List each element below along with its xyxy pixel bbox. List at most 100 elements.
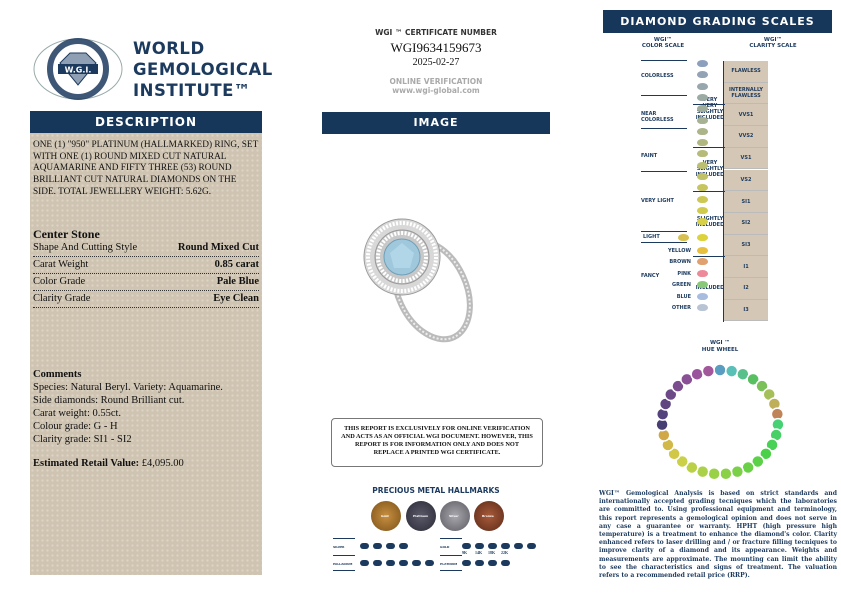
divider	[440, 555, 462, 556]
comments-title: Comments	[33, 369, 82, 381]
row-value: 0.85 carat	[214, 259, 259, 271]
color-scale-title: WGI™ COLOR SCALE	[641, 37, 685, 49]
color-grade-gem	[697, 116, 708, 124]
row-label: Color Grade	[33, 276, 86, 288]
color-grade-gem	[697, 218, 708, 226]
clarity-grade-cell: VS1	[724, 147, 768, 170]
silver-hallmark	[373, 543, 382, 549]
divider	[693, 256, 725, 257]
divider	[641, 242, 687, 243]
color-grade-gem	[697, 173, 708, 180]
row-value: Eye Clean	[213, 293, 259, 305]
color-group: VERY LIGHT	[641, 198, 674, 204]
comment-line: Colour grade: G - H	[33, 421, 118, 433]
silver-coin: Silver	[440, 501, 470, 531]
comment-line: Species: Natural Beryl. Variety: Aquamar…	[33, 382, 223, 394]
hue-dot	[730, 464, 745, 479]
clarity-grade-cell: VVS2	[724, 126, 768, 148]
ring-image	[363, 218, 473, 343]
gold-karat: 22K	[501, 550, 509, 555]
clarity-grade-cell: SI3	[724, 234, 768, 257]
wgi-logo: W.G.I. WORLD GEMOLOGICAL INSTITUTE™	[30, 33, 272, 103]
hue-dot	[755, 379, 769, 393]
gold-karat: 14K	[475, 550, 483, 555]
hue-wheel-title: WGI ™ HUE WHEEL	[701, 340, 739, 353]
palladium-hallmark	[412, 560, 421, 566]
divider	[693, 104, 725, 105]
fancy-color-gem	[697, 247, 708, 254]
fancy-color-label: YELLOW	[668, 248, 691, 254]
erv-value: £4,095.00	[141, 458, 184, 470]
verification-url[interactable]: www.wgi-global.com	[392, 86, 480, 95]
clarity-scale-title: WGI™ CLARITY SCALE	[749, 37, 797, 49]
clarity-grade-cell: I1	[724, 256, 768, 278]
clarity-grade-cell: VVS1	[724, 104, 768, 127]
notice-box: THIS REPORT IS EXCLUSIVELY FOR ONLINE VE…	[331, 418, 543, 467]
logo-line: GEMOLOGICAL	[133, 60, 273, 79]
row-label: Clarity Grade	[33, 293, 91, 305]
palladium-label: PALLADIUM	[333, 562, 353, 566]
color-group: FANCY	[641, 273, 660, 279]
clarity-grade-cell: I2	[724, 278, 768, 300]
color-grade-gem	[697, 105, 708, 113]
hue-dot	[759, 447, 773, 461]
divider	[641, 128, 687, 129]
color-grade-gem	[697, 71, 708, 79]
platinum-label: PLATINUM	[440, 562, 458, 566]
erv-label: Estimated Retail Value:	[33, 458, 140, 470]
silver-hallmark	[386, 543, 395, 549]
gold-hallmark	[514, 543, 523, 549]
image-header: IMAGE	[322, 112, 550, 134]
gold-coin: Gold	[371, 501, 401, 531]
palladium-hallmark	[386, 560, 395, 566]
color-group: LIGHT	[643, 234, 660, 240]
detail-row: Shape And Cutting Style Round Mixed Cut	[33, 240, 259, 258]
color-grade-gem	[697, 161, 708, 169]
description-text: ONE (1) "950" PLATINUM (HALLMARKED) RING…	[33, 140, 259, 197]
divider	[333, 555, 355, 556]
clarity-grade-cell: SI2	[724, 212, 768, 235]
hue-dot	[664, 387, 678, 402]
hue-dot	[719, 466, 733, 480]
hue-dot	[713, 363, 727, 377]
divider	[693, 147, 725, 148]
gold-hallmark	[501, 543, 510, 549]
color-grade-gem	[697, 127, 708, 135]
color-grade-gem	[678, 234, 689, 241]
divider	[641, 171, 687, 172]
description-header: DESCRIPTION	[30, 111, 262, 133]
fancy-color-label: OTHER	[671, 305, 691, 311]
grading-scales: WGI™ COLOR SCALE WGI™ CLARITY SCALE COLORL…	[603, 33, 832, 323]
color-grade-gem	[697, 184, 708, 192]
grading-scales-header: DIAMOND GRADING SCALES	[603, 10, 832, 33]
hue-wheel	[655, 363, 785, 480]
fancy-color-label: BROWN	[669, 259, 691, 266]
color-grade-gem	[697, 139, 708, 147]
gold-hallmark	[462, 543, 471, 549]
divider	[641, 95, 687, 96]
gold-label: GOLD	[440, 545, 450, 549]
estimated-retail-value: Estimated Retail Value: £4,095.00	[33, 458, 259, 470]
color-group: NEAR COLORLESS	[641, 111, 674, 123]
hue-dot	[685, 460, 699, 475]
hue-dot	[746, 372, 760, 387]
palladium-hallmark	[360, 560, 369, 566]
gold-karat: 9K	[462, 550, 468, 555]
gold-hallmark	[475, 543, 484, 549]
fancy-color-gem	[697, 269, 708, 277]
color-grade-gem	[697, 234, 708, 241]
color-grade-gem	[697, 195, 708, 203]
comment-line: Side diamonds: Round Brilliant cut.	[33, 395, 185, 407]
detail-row: Clarity Grade Eye Clean	[33, 291, 259, 309]
platinum-hallmark	[488, 560, 497, 566]
hallmarks-title: PRECIOUS METAL HALLMARKS	[372, 486, 500, 495]
comments: Comments Species: Natural Beryl. Variety…	[33, 368, 259, 446]
divider	[693, 191, 725, 192]
clarity-grade-cell: SI1	[724, 191, 768, 213]
gold-hallmark	[527, 543, 536, 549]
clarity-grade-cell: I3	[724, 299, 768, 322]
detail-row: Color Grade Pale Blue	[33, 274, 259, 292]
description-panel: ONE (1) "950" PLATINUM (HALLMARKED) RING…	[30, 133, 262, 575]
center-stone-title: Center Stone	[33, 226, 100, 241]
hue-dot	[707, 466, 721, 480]
